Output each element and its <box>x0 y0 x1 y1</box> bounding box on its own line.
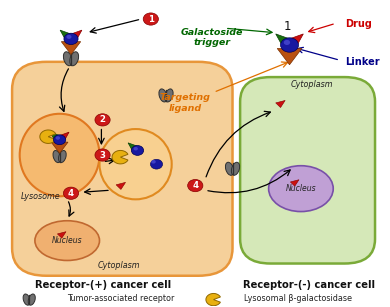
Ellipse shape <box>35 221 99 260</box>
Circle shape <box>64 33 78 45</box>
Ellipse shape <box>70 52 79 66</box>
Ellipse shape <box>53 150 61 163</box>
Circle shape <box>151 160 156 164</box>
Text: Receptor-(+) cancer cell: Receptor-(+) cancer cell <box>35 280 171 290</box>
Text: Lysosomal β-galactosidase: Lysosomal β-galactosidase <box>244 294 352 303</box>
Polygon shape <box>276 34 295 49</box>
Circle shape <box>66 35 71 39</box>
Ellipse shape <box>225 162 234 175</box>
Circle shape <box>95 149 110 161</box>
Polygon shape <box>50 132 63 143</box>
Wedge shape <box>40 130 56 143</box>
Text: Receptor-(-) cancer cell: Receptor-(-) cancer cell <box>243 280 374 290</box>
Ellipse shape <box>20 114 99 196</box>
Circle shape <box>64 187 79 199</box>
Wedge shape <box>206 293 220 306</box>
Circle shape <box>53 135 66 145</box>
Polygon shape <box>60 30 75 42</box>
Text: Linker: Linker <box>345 57 379 67</box>
Polygon shape <box>284 34 303 49</box>
FancyBboxPatch shape <box>12 62 232 276</box>
Circle shape <box>131 146 144 155</box>
Polygon shape <box>57 232 66 238</box>
Text: Cytoplasm: Cytoplasm <box>291 80 333 89</box>
Circle shape <box>151 159 163 169</box>
Ellipse shape <box>165 89 173 102</box>
Text: Galactoside
trigger: Galactoside trigger <box>180 28 243 47</box>
Ellipse shape <box>159 89 167 102</box>
Circle shape <box>284 40 290 45</box>
Text: 3: 3 <box>99 150 106 160</box>
Ellipse shape <box>99 129 172 199</box>
Text: 1: 1 <box>148 14 154 24</box>
Text: 4: 4 <box>192 181 199 190</box>
Polygon shape <box>291 180 299 186</box>
Text: Nucleus: Nucleus <box>52 236 83 245</box>
Polygon shape <box>51 142 68 153</box>
Ellipse shape <box>58 150 66 163</box>
Circle shape <box>280 38 298 52</box>
Circle shape <box>188 180 203 192</box>
Polygon shape <box>276 100 285 107</box>
Text: Lysosome: Lysosome <box>21 192 60 201</box>
Polygon shape <box>116 182 126 189</box>
Text: Tumor-associated receptor: Tumor-associated receptor <box>67 294 175 303</box>
Circle shape <box>95 114 110 126</box>
Text: Cytoplasm: Cytoplasm <box>97 261 140 270</box>
Text: 1: 1 <box>284 20 291 33</box>
Polygon shape <box>277 49 302 65</box>
Text: 4: 4 <box>68 189 74 198</box>
Wedge shape <box>112 150 128 164</box>
Polygon shape <box>61 42 81 54</box>
Circle shape <box>56 136 60 140</box>
Polygon shape <box>56 132 69 143</box>
Ellipse shape <box>28 294 35 305</box>
Text: Nucleus: Nucleus <box>285 184 316 193</box>
Circle shape <box>143 13 158 25</box>
Circle shape <box>133 147 138 150</box>
Text: 2: 2 <box>99 115 106 124</box>
Ellipse shape <box>23 294 30 305</box>
Text: Drug: Drug <box>345 19 372 29</box>
Polygon shape <box>128 143 141 154</box>
Polygon shape <box>67 30 82 42</box>
Ellipse shape <box>269 166 333 212</box>
Text: Targeting
ligand: Targeting ligand <box>160 93 211 113</box>
Ellipse shape <box>231 162 239 175</box>
FancyBboxPatch shape <box>240 77 375 263</box>
Ellipse shape <box>64 52 72 66</box>
